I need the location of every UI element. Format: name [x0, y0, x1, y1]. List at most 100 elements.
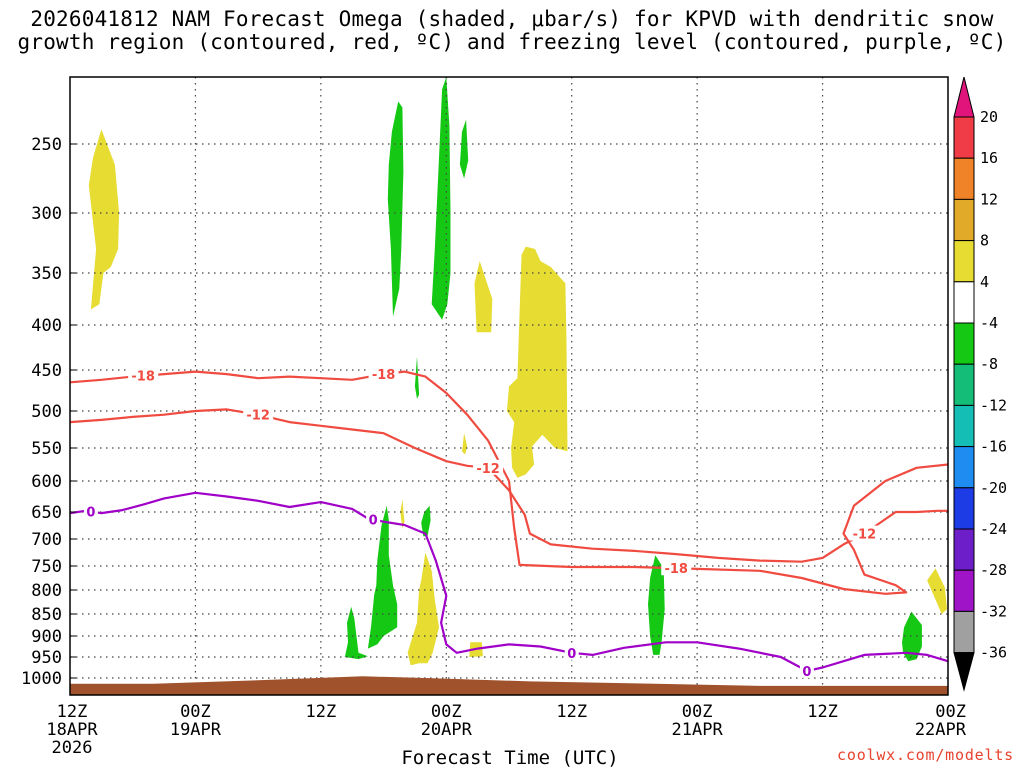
- contour-t-12: [69, 408, 948, 563]
- x-tick-label: 22APR: [915, 720, 967, 740]
- colorbar-label: 20: [980, 108, 998, 126]
- x-tick-label: 00Z: [431, 702, 462, 722]
- y-tick-label: 400: [31, 316, 62, 336]
- y-tick-label: 700: [31, 530, 62, 550]
- x-tick-label: 2026: [52, 738, 93, 758]
- colorbar-segment: [953, 569, 975, 612]
- colorbar-label: 16: [980, 149, 998, 167]
- colorbar-bottom-arrow: [953, 652, 975, 692]
- colorbar-segment: [953, 446, 975, 489]
- contour-label-bg: [564, 644, 579, 660]
- shaded-green-d: [414, 356, 420, 399]
- x-tick-label: 12Z: [807, 702, 838, 722]
- colorbar-segment: [953, 322, 975, 365]
- colorbar-segment: [953, 157, 975, 200]
- shaded-yellow-f: [407, 552, 439, 666]
- colorbar: 20 16 12 8 4 -4 -8 -12 -16 -20 -24 -28 -32 -36: [953, 76, 1007, 692]
- shaded-yellow-d: [462, 433, 468, 455]
- shaded-green-f: [344, 606, 368, 660]
- y-tick-label: 250: [31, 135, 62, 155]
- x-tick-label: 19APR: [170, 720, 222, 740]
- contour-label-t-12: -12: [853, 528, 877, 543]
- contour-label-bg: [473, 459, 504, 475]
- title-line-1: 2026041812 NAM Forecast Omega (shaded, μ…: [30, 7, 994, 31]
- contour-label-bg: [128, 367, 159, 383]
- contour-label-bg: [368, 366, 399, 382]
- colorbar-label: 8: [980, 232, 989, 250]
- grid-lines: [70, 77, 948, 695]
- colorbar-label: 4: [980, 273, 989, 291]
- contour-label-t-12: -12: [246, 409, 270, 424]
- contour-label-t-18: -18: [131, 370, 155, 385]
- y-tick-label: 950: [31, 648, 62, 668]
- colorbar-label: -20: [980, 479, 1007, 497]
- contour-label-freezing: 0: [86, 506, 95, 521]
- y-tick-label: 500: [31, 402, 62, 422]
- colorbar-segment: [953, 116, 975, 159]
- x-tick-label: 00Z: [935, 702, 966, 722]
- shaded-yellow-e: [400, 499, 405, 529]
- y-tick-label: 1000: [21, 669, 62, 689]
- colorbar-segment: [953, 240, 975, 283]
- shaded-green-a: [387, 101, 404, 317]
- x-tick-label: 12Z: [57, 702, 88, 722]
- colorbar-segment: [953, 528, 975, 571]
- colorbar-top-arrow: [953, 76, 975, 118]
- y-tick-label: 650: [31, 503, 62, 523]
- colorbar-label: -36: [980, 644, 1007, 662]
- colorbar-label: -28: [980, 561, 1007, 579]
- x-tick-label: 12Z: [556, 702, 587, 722]
- colorbar-label: -24: [980, 520, 1007, 538]
- contour-label-t-18: -18: [372, 368, 396, 383]
- colorbar-segment: [953, 281, 975, 324]
- site-credit: coolwx.com/modelts: [837, 746, 1014, 764]
- omega-shading: [88, 77, 947, 666]
- contour-label-t-18: -18: [664, 562, 688, 577]
- contour-label-freezing: 0: [369, 514, 378, 529]
- x-tick-label: 00Z: [682, 702, 713, 722]
- contour-label-bg: [661, 560, 692, 576]
- title-line-2: growth region (contoured, red, ºC) and f…: [17, 30, 1007, 54]
- y-tick-label: 550: [31, 439, 62, 459]
- shaded-yellow-a: [88, 129, 120, 310]
- plot-area: [70, 77, 948, 695]
- shaded-green-i: [902, 611, 922, 662]
- contour-label-bg: [366, 511, 381, 527]
- colorbar-segment: [953, 404, 975, 448]
- contour-label-bg: [243, 406, 274, 422]
- shaded-yellow-c: [506, 246, 568, 478]
- shaded-green-e: [367, 505, 398, 649]
- colorbar-label: -12: [980, 396, 1007, 414]
- y-tick-label: 850: [31, 605, 62, 625]
- colorbar-label: -8: [980, 355, 998, 373]
- contour-label-t-12: -12: [476, 462, 500, 477]
- contour-label-bg: [849, 525, 880, 541]
- x-axis-label: Forecast Time (UTC): [401, 747, 618, 768]
- ground-layer: [70, 676, 948, 695]
- y-tick-label: 450: [31, 361, 62, 381]
- y-tick-label: 900: [31, 627, 62, 647]
- colorbar-segment: [953, 610, 975, 654]
- contour-label-freezing: 0: [802, 665, 811, 680]
- contour-lines: -18 -18 -18 -12 -12 -12 0 0 0 0: [69, 366, 949, 680]
- shaded-green-c: [459, 119, 469, 179]
- colorbar-segment: [953, 363, 975, 406]
- x-tick-label: 20APR: [421, 720, 473, 740]
- x-tick-label: 12Z: [305, 702, 336, 722]
- contour-label-bg: [799, 662, 814, 678]
- colorbar-label: 12: [980, 190, 998, 208]
- shaded-green-g: [421, 505, 431, 537]
- colorbar-label: -16: [980, 438, 1007, 456]
- shaded-green-h: [648, 555, 665, 655]
- y-axis-ticks: 2503003504004505005506006507007508008509…: [21, 135, 76, 689]
- y-tick-label: 600: [31, 472, 62, 492]
- contour-label-freezing: 0: [567, 647, 576, 662]
- plot-frame: [69, 76, 949, 696]
- y-tick-label: 800: [31, 581, 62, 601]
- y-tick-label: 750: [31, 557, 62, 577]
- x-tick-label: 00Z: [180, 702, 211, 722]
- chart-title: 2026041812 NAM Forecast Omega (shaded, μ…: [0, 8, 1024, 54]
- colorbar-segment: [953, 487, 975, 530]
